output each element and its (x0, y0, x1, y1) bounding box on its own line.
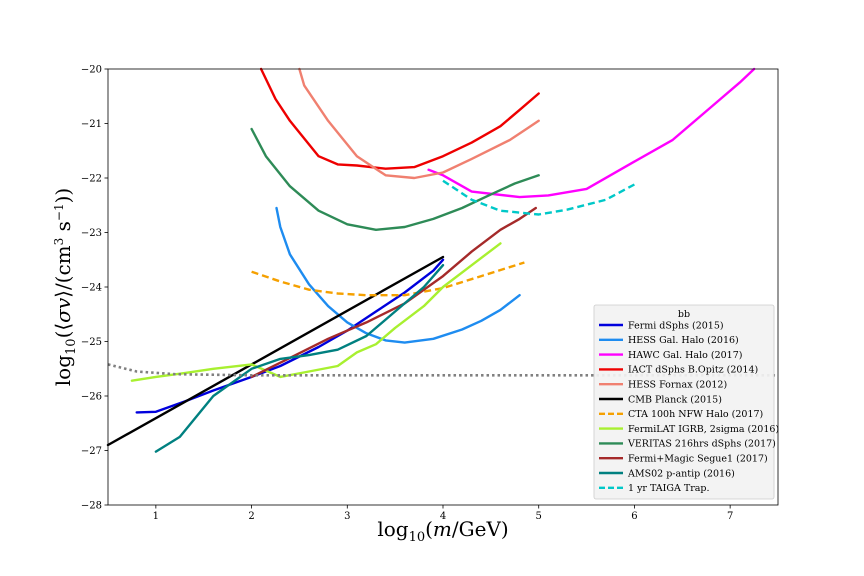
legend-label: HESS Gal. Halo (2016) (628, 335, 739, 346)
legend-label: Fermi dSphs (2015) (628, 320, 724, 331)
y-tick-label: −24 (81, 283, 102, 294)
y-axis-ticks: −28 −27 −26 −25 −24 −23 −22 −21 −20 (81, 65, 108, 512)
series-line-11 (154, 264, 445, 453)
legend-label: FermiLAT IGRB, 2sigma (2016) (628, 424, 779, 435)
legend-label: HESS Fornax (2012) (628, 380, 727, 391)
legend-label: VERITAS 216hrs dSphs (2017) (627, 439, 776, 450)
x-tick-label: 6 (631, 511, 637, 522)
y-tick-label: −25 (81, 337, 102, 348)
legend: bb Fermi dSphs (2015) HESS Gal. Halo (201… (593, 304, 779, 500)
legend-label: Fermi+Magic Segue1 (2017) (628, 454, 768, 465)
y-tick-label: −20 (81, 65, 102, 76)
x-axis-label: log10(m/GeV) (377, 517, 508, 545)
series-line-7 (251, 261, 525, 297)
x-tick-label: 1 (153, 511, 159, 522)
x-tick-label: 3 (344, 511, 350, 522)
y-axis-label: log10(⟨σv⟩/(cm3 s−1)) (51, 188, 79, 386)
x-tick-label: 7 (727, 511, 733, 522)
x-tick-label: 5 (536, 511, 542, 522)
series-layer (106, 67, 778, 453)
series-line-10 (250, 206, 537, 379)
legend-label: IACT dSphs B.Opitz (2014) (628, 365, 758, 376)
series-line-2 (275, 206, 521, 344)
series-line-5 (298, 67, 540, 180)
legend-label: CMB Planck (2015) (628, 394, 722, 405)
series-line-6 (106, 255, 445, 447)
y-tick-label: −22 (81, 174, 102, 185)
series-line-12 (442, 179, 635, 216)
x-tick-label: 4 (440, 511, 446, 522)
legend-label: AMS02 p-antip (2016) (627, 468, 735, 479)
legend-label: CTA 100h NFW Halo (2017) (628, 409, 763, 420)
y-tick-label: −28 (81, 501, 102, 512)
series-line-3 (427, 67, 756, 199)
y-tick-label: −23 (81, 228, 102, 239)
y-tick-label: −26 (81, 392, 102, 403)
legend-label: HAWC Gal. Halo (2017) (628, 350, 742, 361)
y-tick-label: −21 (81, 119, 102, 130)
series-line-9 (250, 127, 540, 231)
series-line-4 (259, 67, 540, 170)
legend-frame (593, 304, 775, 500)
legend-title: bb (678, 309, 690, 320)
legend-entries: Fermi dSphs (2015) HESS Gal. Halo (2016) H… (599, 320, 779, 494)
x-axis-ticks: 1 2 3 4 5 6 7 (153, 505, 733, 522)
legend-label: 1 yr TAIGA Trap. (628, 483, 710, 494)
y-tick-label: −27 (81, 446, 102, 457)
series-line-8 (130, 242, 502, 382)
x-tick-label: 2 (248, 511, 254, 522)
